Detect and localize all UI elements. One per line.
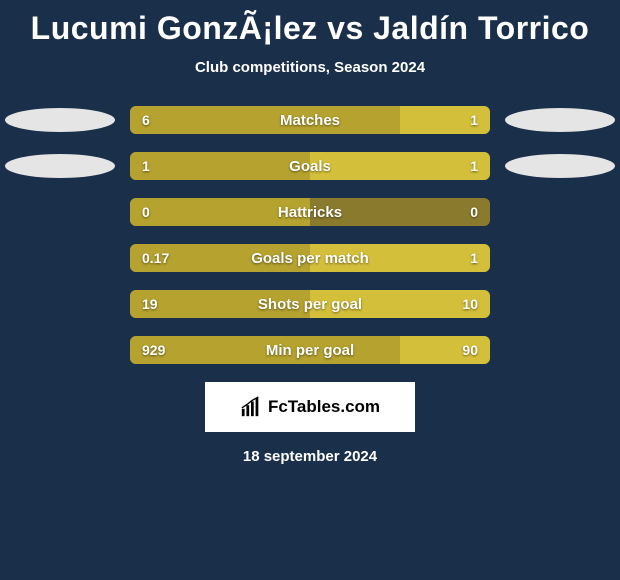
team-left-badge: [5, 154, 115, 178]
stat-row: Min per goal929 90: [0, 336, 620, 364]
brand-text: FcTables.com: [268, 397, 380, 417]
stat-label: Min per goal: [130, 336, 490, 364]
bar-track: Matches6 1: [130, 106, 490, 134]
bar-track: Shots per goal19 10: [130, 290, 490, 318]
date-footer: 18 september 2024: [0, 448, 620, 465]
bar-track: Min per goal929 90: [130, 336, 490, 364]
team-right-badge: [505, 108, 615, 132]
right-value: 1: [458, 244, 490, 272]
left-value: 0.17: [130, 244, 181, 272]
brand-icon: [240, 396, 262, 418]
stat-row: Goals1 1: [0, 152, 620, 180]
comparison-chart: Matches61Goals11Hattricks00Goals per mat…: [0, 106, 620, 364]
stat-label: Shots per goal: [130, 290, 490, 318]
right-value: 1: [458, 106, 490, 134]
stat-row: Goals per match0.17 1: [0, 244, 620, 272]
brand-box: FcTables.com: [205, 382, 415, 432]
stat-label: Goals: [130, 152, 490, 180]
right-value: 0: [458, 198, 490, 226]
page-subtitle: Club competitions, Season 2024: [0, 59, 620, 76]
left-value: 6: [130, 106, 162, 134]
team-left-badge: [5, 108, 115, 132]
left-value: 929: [130, 336, 177, 364]
bar-track: Hattricks0 0: [130, 198, 490, 226]
team-right-badge: [505, 154, 615, 178]
stat-row: Hattricks0 0: [0, 198, 620, 226]
right-value: 90: [450, 336, 490, 364]
stat-label: Goals per match: [130, 244, 490, 272]
left-value: 19: [130, 290, 170, 318]
bar-track: Goals per match0.17 1: [130, 244, 490, 272]
page-title: Lucumi GonzÃ¡lez vs Jaldín Torrico: [0, 0, 620, 47]
stat-label: Hattricks: [130, 198, 490, 226]
bar-track: Goals1 1: [130, 152, 490, 180]
right-value: 1: [458, 152, 490, 180]
left-value: 0: [130, 198, 162, 226]
left-value: 1: [130, 152, 162, 180]
stat-row: Shots per goal19 10: [0, 290, 620, 318]
right-value: 10: [450, 290, 490, 318]
stat-label: Matches: [130, 106, 490, 134]
stat-row: Matches6 1: [0, 106, 620, 134]
